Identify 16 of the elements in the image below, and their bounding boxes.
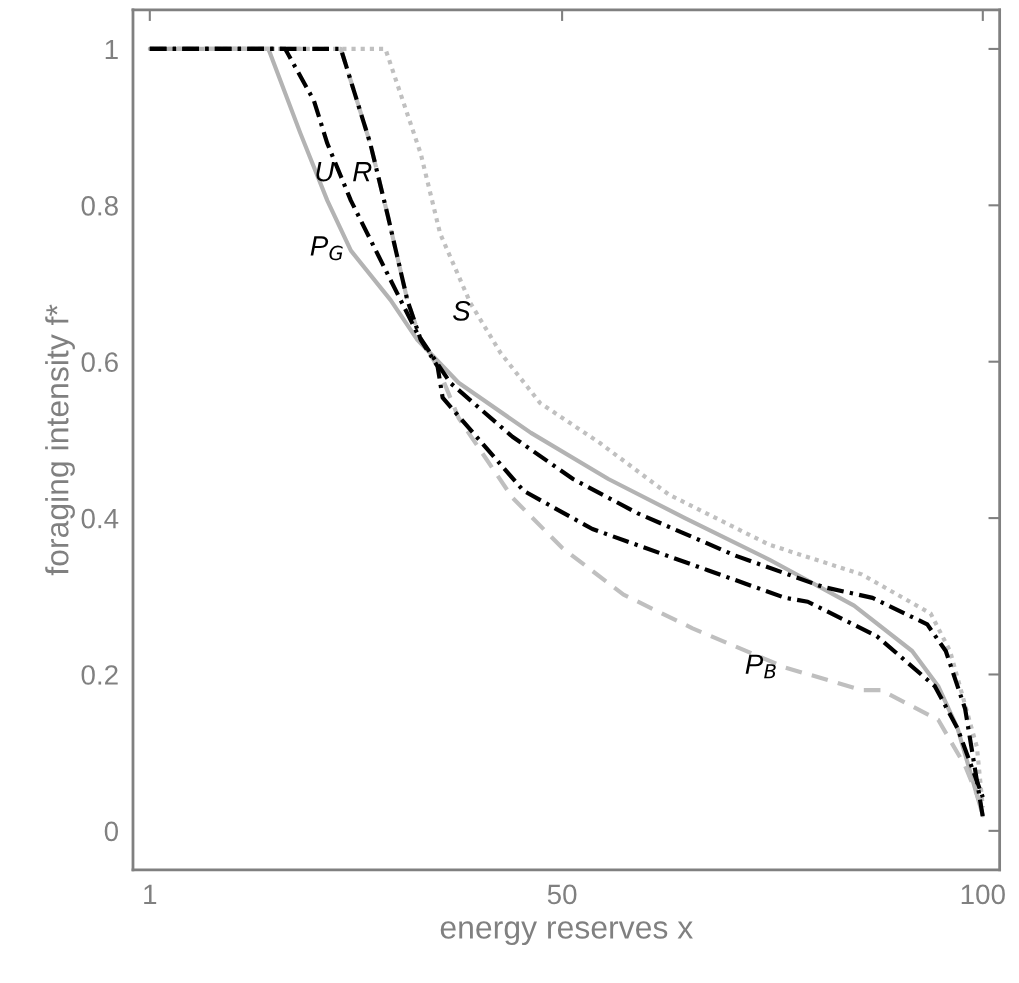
annotation: S xyxy=(452,301,471,321)
x-axis-title: energy reserves x xyxy=(440,921,693,946)
x-tick-label: 100 xyxy=(961,884,1005,905)
y-axis-title: foraging intensity f* xyxy=(45,304,75,576)
x-tick-label: 1 xyxy=(144,884,157,904)
y-tick-label: 0.2 xyxy=(81,665,118,685)
annotation: P$_{B}$ xyxy=(745,654,776,679)
y-tick-label: 1 xyxy=(105,39,118,59)
annotation: P$_{G}$ xyxy=(310,236,343,261)
y-tick-label: 0 xyxy=(104,821,119,842)
y-tick-label: 0.8 xyxy=(81,195,118,216)
x-tick-label: 50 xyxy=(547,884,577,905)
y-tick-label: 0.4 xyxy=(81,508,119,529)
annotation: R xyxy=(353,162,372,182)
y-tick-label: 0.6 xyxy=(81,352,118,373)
annotation: U xyxy=(316,162,335,182)
